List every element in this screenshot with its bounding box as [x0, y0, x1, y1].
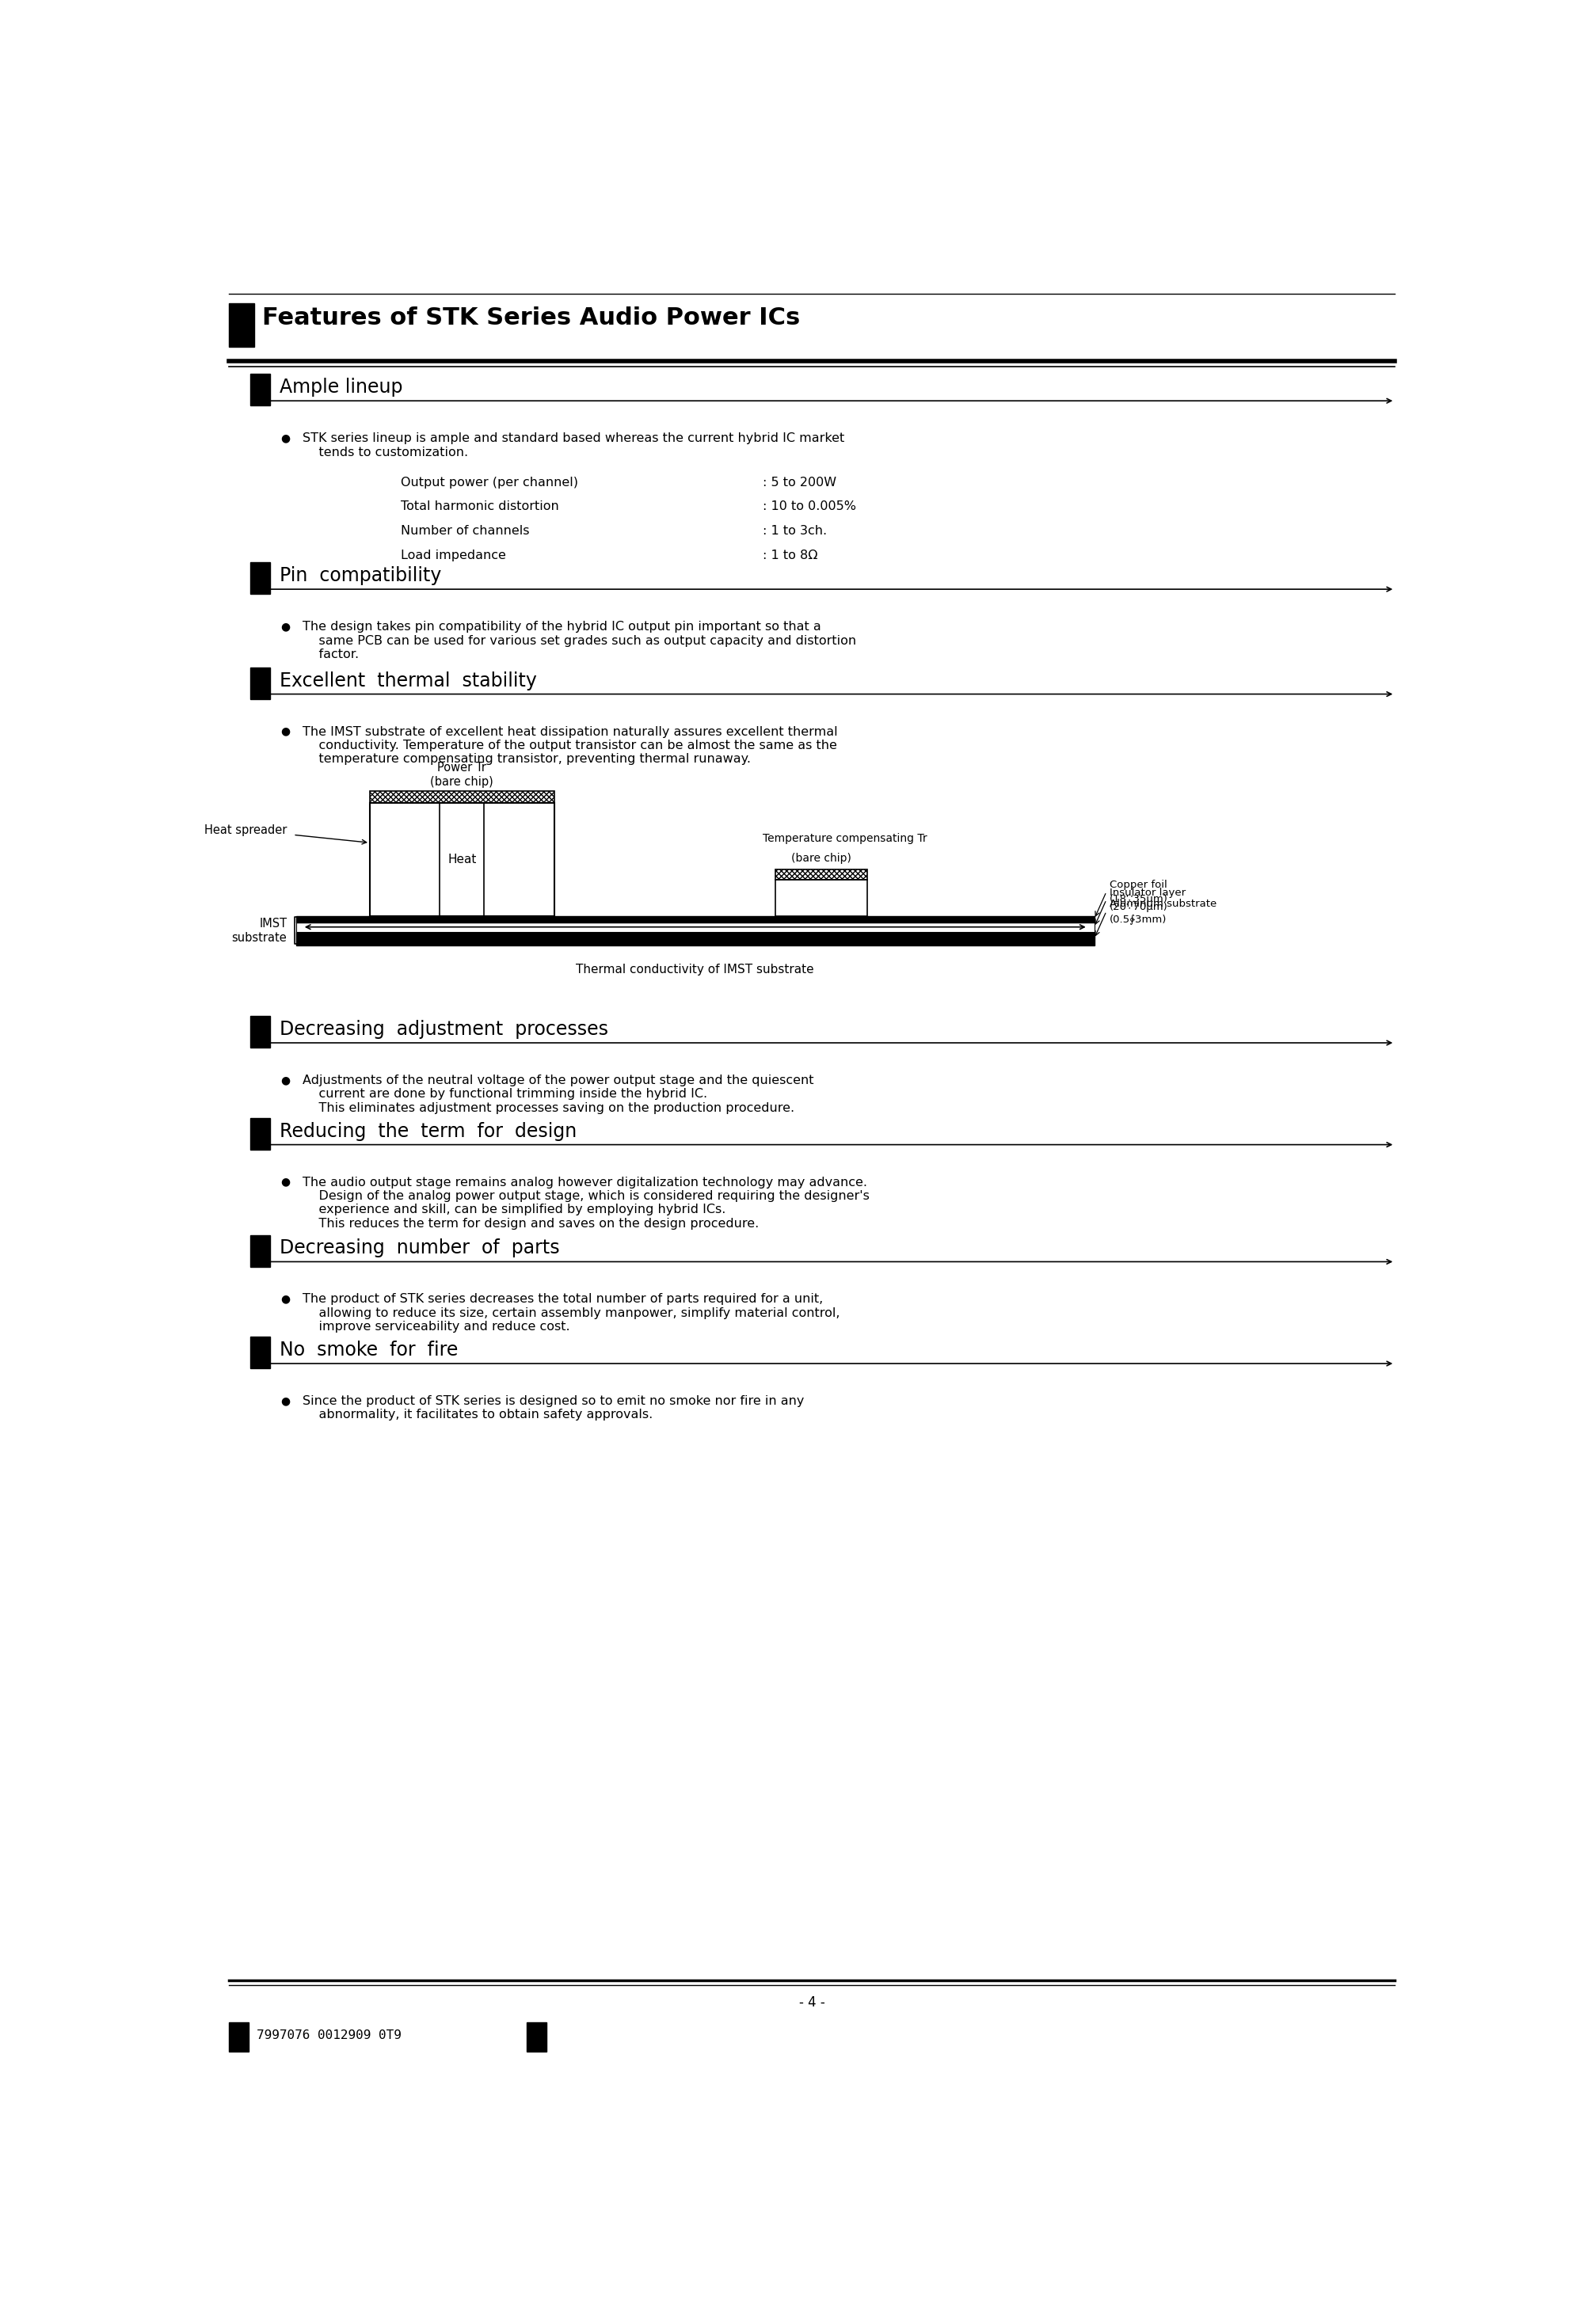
- Bar: [250, 1118, 269, 1150]
- Bar: [371, 804, 554, 916]
- Text: STK series lineup is ample and standard based whereas the current hybrid IC mark: STK series lineup is ample and standard …: [303, 432, 844, 458]
- Text: - 4 -: - 4 -: [798, 1996, 825, 2010]
- Text: Copper foil: Copper foil: [1109, 878, 1167, 890]
- Text: (18∵35μm): (18∵35μm): [1109, 895, 1167, 904]
- Bar: [250, 1016, 269, 1048]
- Text: : 10 to 0.005%: : 10 to 0.005%: [763, 500, 855, 514]
- Bar: [250, 1336, 269, 1369]
- Bar: [775, 869, 866, 878]
- Bar: [296, 923, 1095, 932]
- Text: Reducing  the  term  for  design: Reducing the term for design: [280, 1122, 577, 1141]
- Text: ●: ●: [280, 1074, 290, 1085]
- Bar: [228, 2022, 249, 2052]
- Text: Since the product of STK series is designed so to emit no smoke nor fire in any
: Since the product of STK series is desig…: [303, 1394, 805, 1420]
- Bar: [526, 2022, 546, 2052]
- Text: Power Tr: Power Tr: [437, 762, 486, 774]
- Text: ●: ●: [280, 1294, 290, 1304]
- Text: : 1 to 8Ω: : 1 to 8Ω: [763, 548, 817, 562]
- Text: ●: ●: [280, 1394, 290, 1406]
- Bar: [250, 562, 269, 595]
- Text: Output power (per channel): Output power (per channel): [401, 476, 578, 488]
- Bar: [250, 374, 269, 407]
- Text: : 1 to 3ch.: : 1 to 3ch.: [763, 525, 827, 537]
- Text: IMST
substrate: IMST substrate: [231, 918, 287, 944]
- Text: 7997076 0012909 0T9: 7997076 0012909 0T9: [257, 2029, 401, 2040]
- Text: Temperature compensating Tr: Temperature compensating Tr: [763, 832, 927, 844]
- Bar: [250, 1234, 269, 1267]
- Text: Decreasing  adjustment  processes: Decreasing adjustment processes: [280, 1020, 608, 1039]
- Text: Aluminum substrate: Aluminum substrate: [1109, 899, 1217, 909]
- Bar: [371, 790, 554, 804]
- Text: (bare chip): (bare chip): [790, 853, 851, 865]
- Text: (bare chip): (bare chip): [431, 776, 494, 788]
- Text: ●: ●: [280, 621, 290, 632]
- Text: Total harmonic distortion: Total harmonic distortion: [401, 500, 559, 514]
- Text: ●: ●: [280, 725, 290, 737]
- Text: Heat: Heat: [448, 853, 477, 865]
- Text: Decreasing  number  of  parts: Decreasing number of parts: [280, 1239, 559, 1257]
- Text: ●: ●: [280, 1176, 290, 1188]
- Text: Adjustments of the neutral voltage of the power output stage and the quiescent
 : Adjustments of the neutral voltage of th…: [303, 1074, 814, 1113]
- Text: (20∵70μm): (20∵70μm): [1109, 902, 1167, 913]
- Text: Number of channels: Number of channels: [401, 525, 529, 537]
- Bar: [250, 667, 269, 700]
- Text: : 5 to 200W: : 5 to 200W: [763, 476, 836, 488]
- Text: No  smoke  for  fire: No smoke for fire: [280, 1341, 458, 1360]
- Text: Features of STK Series Audio Power ICs: Features of STK Series Audio Power ICs: [263, 307, 800, 330]
- Text: The design takes pin compatibility of the hybrid IC output pin important so that: The design takes pin compatibility of th…: [303, 621, 855, 660]
- Bar: [228, 302, 255, 346]
- Text: Ample lineup: Ample lineup: [280, 379, 402, 397]
- Text: Insulator layer: Insulator layer: [1109, 888, 1185, 897]
- Bar: [296, 932, 1095, 946]
- Text: Pin  compatibility: Pin compatibility: [280, 567, 442, 586]
- Text: (0.5∳3mm): (0.5∳3mm): [1109, 913, 1167, 925]
- Text: Heat spreader: Heat spreader: [204, 825, 287, 837]
- Text: The product of STK series decreases the total number of parts required for a uni: The product of STK series decreases the …: [303, 1294, 840, 1334]
- Text: Excellent  thermal  stability: Excellent thermal stability: [280, 672, 537, 690]
- Bar: [775, 878, 866, 916]
- Text: ●: ●: [280, 432, 290, 444]
- Text: The audio output stage remains analog however digitalization technology may adva: The audio output stage remains analog ho…: [303, 1176, 870, 1229]
- Text: Load impedance: Load impedance: [401, 548, 505, 562]
- Text: Thermal conductivity of IMST substrate: Thermal conductivity of IMST substrate: [577, 964, 814, 976]
- Text: The IMST substrate of excellent heat dissipation naturally assures excellent the: The IMST substrate of excellent heat dis…: [303, 725, 838, 765]
- Bar: [296, 916, 1095, 923]
